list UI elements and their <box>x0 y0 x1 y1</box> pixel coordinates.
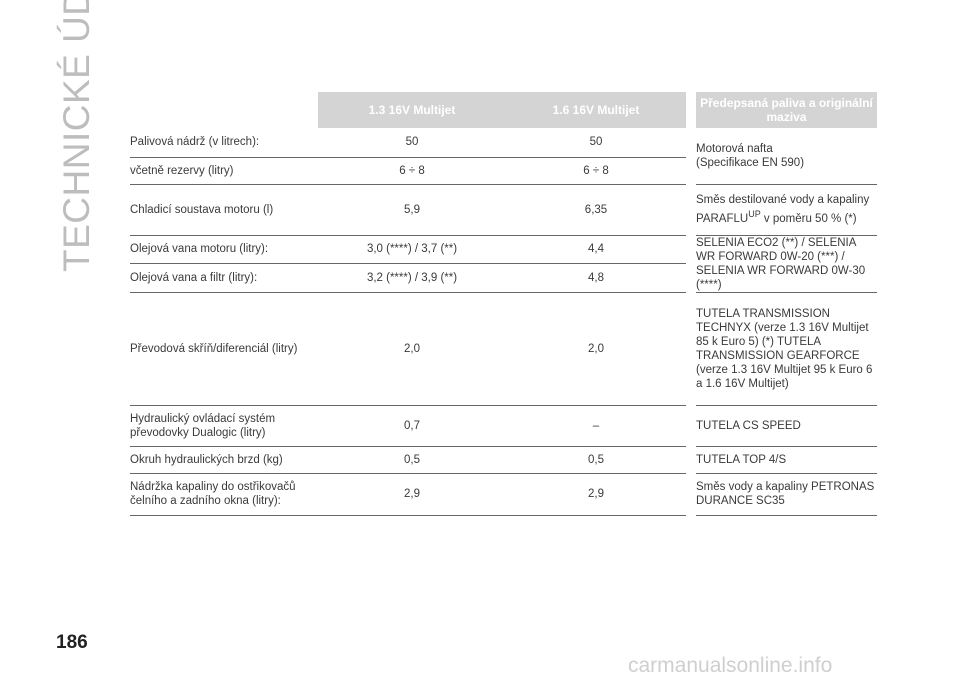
header-col-1-6: 1.6 16V Multijet <box>506 92 686 128</box>
row-label: Převodová skříň/diferenciál (litry) <box>130 292 318 406</box>
technical-data-table: 1.3 16V Multijet 1.6 16V Multijet Předep… <box>130 92 877 516</box>
fluid-gearbox: TUTELA TRANSMISSION TECHNYX (verze 1.3 1… <box>696 292 877 406</box>
row-value-1-6: 2,9 <box>506 473 686 516</box>
row-label: Nádržka kapaliny do ostřikovačů čelního … <box>130 473 318 516</box>
row-value-1-3: 3,2 (****) / 3,9 (**) <box>318 263 506 293</box>
row-value-1-6: 50 <box>506 128 686 158</box>
page-number: 186 <box>56 632 88 653</box>
fluid-dualogic: TUTELA CS SPEED <box>696 405 877 447</box>
row-value-1-6: 4,8 <box>506 263 686 293</box>
row-label: Olejová vana a filtr (litry): <box>130 263 318 293</box>
row-value-1-6: 4,4 <box>506 235 686 264</box>
fluid-fuel-line1: Motorová nafta <box>696 142 773 155</box>
table-row: Palivová nádrž (v litrech): 50 50 Motoro… <box>130 128 877 185</box>
row-label: Okruh hydraulických brzd (kg) <box>130 446 318 474</box>
fluid-fuel: Motorová nafta (Specifikace EN 590) <box>696 128 877 185</box>
row-value-1-3: 2,9 <box>318 473 506 516</box>
row-value-1-3: 2,0 <box>318 292 506 406</box>
fluid-coolant-paraflu: PARAFLU <box>696 212 749 225</box>
header-col-1-3: 1.3 16V Multijet <box>318 92 506 128</box>
table-row: Hydraulický ovládací systém převodovky D… <box>130 405 877 447</box>
row-label: Palivová nádrž (v litrech): <box>130 128 318 158</box>
row-label: Olejová vana motoru (litry): <box>130 235 318 264</box>
fluid-coolant: Směs destilované vody a kapaliny PARAFLU… <box>696 184 877 236</box>
row-value-1-3: 3,0 (****) / 3,7 (**) <box>318 235 506 264</box>
header-col-fluids: Předepsaná paliva a originální maziva <box>696 92 877 128</box>
watermark: carmanualsonline.info <box>628 654 833 677</box>
row-value-1-6: – <box>506 405 686 447</box>
row-value-1-6: 2,0 <box>506 292 686 406</box>
row-label: včetně rezervy (litry) <box>130 157 318 185</box>
row-label: Hydraulický ovládací systém převodovky D… <box>130 405 318 447</box>
row-value-1-6: 6,35 <box>506 184 686 236</box>
row-value-1-6: 6 ÷ 8 <box>506 157 686 185</box>
row-value-1-3: 0,5 <box>318 446 506 474</box>
fluid-brakes: TUTELA TOP 4/S <box>696 446 877 474</box>
fluid-washer: Směs vody a kapaliny PETRONAS DURANCE SC… <box>696 473 877 516</box>
fluid-coolant-sup: UP <box>748 209 761 220</box>
section-side-title: TECHNICKÉ ÚDAJE <box>56 0 97 272</box>
table-row: včetně rezervy (litry) 6 ÷ 8 6 ÷ 8 <box>130 157 877 185</box>
row-value-1-3: 6 ÷ 8 <box>318 157 506 185</box>
table-header-row: 1.3 16V Multijet 1.6 16V Multijet Předep… <box>130 92 877 128</box>
row-label: Chladicí soustava motoru (l) <box>130 184 318 236</box>
table-row: Chladicí soustava motoru (l) 5,9 6,35 Sm… <box>130 184 877 236</box>
fluid-engine-oil: SELENIA ECO2 (**) / SELENIA WR FORWARD 0… <box>696 235 877 293</box>
row-value-1-3: 0,7 <box>318 405 506 447</box>
table-row: Olejová vana a filtr (litry): 3,2 (****)… <box>130 263 877 293</box>
header-blank-cell <box>130 92 318 128</box>
table-row: Převodová skříň/diferenciál (litry) 2,0 … <box>130 292 877 406</box>
fluid-coolant-ratio: v poměru 50 % (*) <box>760 212 857 225</box>
row-value-1-6: 0,5 <box>506 446 686 474</box>
row-value-1-3: 5,9 <box>318 184 506 236</box>
table-row: Nádržka kapaliny do ostřikovačů čelního … <box>130 473 877 516</box>
row-value-1-3: 50 <box>318 128 506 158</box>
fluid-fuel-line2: (Specifikace EN 590) <box>696 156 805 169</box>
table-row: Olejová vana motoru (litry): 3,0 (****) … <box>130 235 877 293</box>
table-row: Okruh hydraulických brzd (kg) 0,5 0,5 TU… <box>130 446 877 474</box>
fluid-coolant-line1: Směs destilované vody a kapaliny <box>696 194 870 207</box>
